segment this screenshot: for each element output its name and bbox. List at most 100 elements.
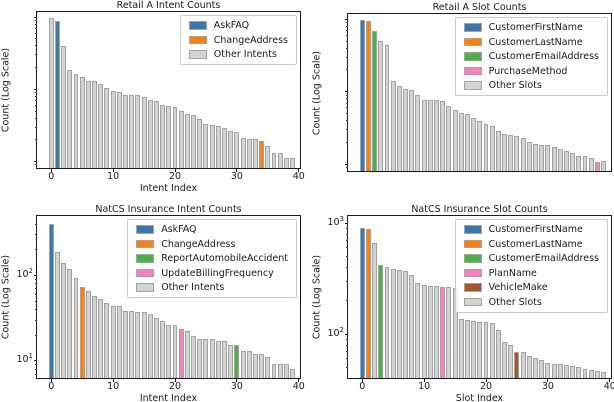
- bar: [483, 124, 489, 171]
- bar: [601, 372, 607, 378]
- y-minor-tick: [35, 293, 37, 295]
- bar: [277, 364, 283, 378]
- bar: [129, 310, 135, 378]
- bar: [166, 324, 172, 378]
- x-tick: [112, 168, 114, 172]
- x-tick: [423, 378, 425, 382]
- bar: [471, 117, 477, 171]
- bar: [464, 320, 470, 378]
- bar: [73, 277, 79, 378]
- bar: [85, 291, 91, 378]
- x-axis-label: Slot Index: [455, 393, 504, 402]
- bar-highlight-green: [234, 345, 240, 378]
- legend-item: CustomerFirstName: [463, 224, 599, 235]
- bar: [116, 92, 122, 168]
- bar: [403, 271, 409, 378]
- x-tick-label: 20: [168, 381, 182, 392]
- bar: [172, 324, 178, 378]
- y-minor-tick: [35, 319, 37, 321]
- bar: [184, 113, 190, 168]
- legend-label: PurchaseMethod: [488, 65, 568, 77]
- legend-swatch-gray: [463, 81, 482, 90]
- bar: [434, 100, 439, 171]
- legend-swatch-orange: [136, 239, 155, 249]
- bar: [123, 310, 128, 378]
- bar-highlight-blue: [359, 20, 365, 171]
- bar: [557, 364, 563, 378]
- y-minor-tick: [35, 278, 37, 280]
- bar: [283, 158, 289, 168]
- legend-swatch-green: [463, 52, 482, 61]
- bar: [92, 296, 98, 378]
- bar: [489, 126, 495, 171]
- bar: [160, 320, 166, 378]
- y-axis-label: Count (Log Scale): [0, 254, 12, 340]
- bar: [601, 160, 607, 171]
- bar: [129, 95, 135, 168]
- bar: [240, 350, 246, 378]
- bar: [526, 356, 532, 378]
- legend-item: PlanName: [463, 268, 599, 279]
- legend-item: ChangeAddress: [188, 34, 288, 46]
- legend-label: CustomerLastName: [488, 238, 583, 250]
- bar: [594, 371, 600, 378]
- bar: [508, 135, 514, 171]
- bar: [539, 360, 545, 378]
- y-minor-tick: [346, 25, 348, 27]
- bar-highlight-pink: [594, 162, 600, 171]
- y-minor-tick: [35, 117, 37, 119]
- y-minor-tick: [35, 288, 37, 290]
- bar: [502, 342, 508, 378]
- bar: [372, 242, 378, 378]
- bar: [54, 252, 60, 378]
- bar: [160, 105, 166, 168]
- bar: [545, 362, 551, 378]
- bar: [197, 119, 203, 168]
- bar: [252, 139, 258, 168]
- y-tick-label: 101: [16, 352, 33, 366]
- bar: [390, 80, 396, 171]
- legend-swatch-blue: [463, 23, 482, 32]
- legend-item: CustomerLastName: [463, 37, 599, 48]
- y-minor-tick: [346, 280, 348, 282]
- legend-swatch-gray: [136, 283, 155, 292]
- x-tick: [50, 168, 52, 172]
- y-major-tick: [33, 88, 37, 90]
- x-tick: [485, 378, 487, 382]
- y-minor-tick: [35, 54, 37, 56]
- bar: [67, 70, 73, 168]
- legend-item: Other Slots: [463, 80, 599, 91]
- bar: [123, 95, 128, 168]
- y-tick-label: 103: [327, 214, 344, 228]
- bar: [246, 139, 252, 168]
- legend-label: ChangeAddress: [213, 34, 288, 46]
- bar: [73, 74, 79, 168]
- bar: [489, 323, 495, 378]
- bar: [458, 112, 464, 171]
- legend: AskFAQ ChangeAddress Other Intents: [179, 15, 297, 65]
- y-tick-label: 102: [16, 266, 33, 280]
- bar: [67, 269, 73, 378]
- bar: [203, 123, 209, 168]
- y-minor-tick: [35, 373, 37, 375]
- bar-highlight-pink: [440, 287, 446, 378]
- bar: [234, 132, 240, 168]
- bar: [390, 269, 396, 378]
- x-tick-label: 40: [292, 171, 305, 182]
- bar: [403, 88, 409, 171]
- bar: [166, 105, 172, 168]
- x-tick: [236, 168, 238, 172]
- y-minor-tick: [35, 300, 37, 302]
- legend-item: UpdateBillingFrequency: [136, 268, 288, 279]
- legend-swatch-green: [463, 254, 482, 263]
- bar: [545, 145, 551, 171]
- bar: [271, 364, 277, 378]
- bar: [197, 338, 203, 378]
- legend-item: CustomerFirstName: [463, 22, 599, 33]
- bar: [209, 124, 215, 168]
- y-axis-label: Count (Log Scale): [311, 50, 323, 135]
- legend-item: PurchaseMethod: [463, 65, 599, 77]
- bar-highlight-blue: [359, 228, 365, 378]
- y-minor-tick: [346, 47, 348, 49]
- bar: [570, 153, 576, 171]
